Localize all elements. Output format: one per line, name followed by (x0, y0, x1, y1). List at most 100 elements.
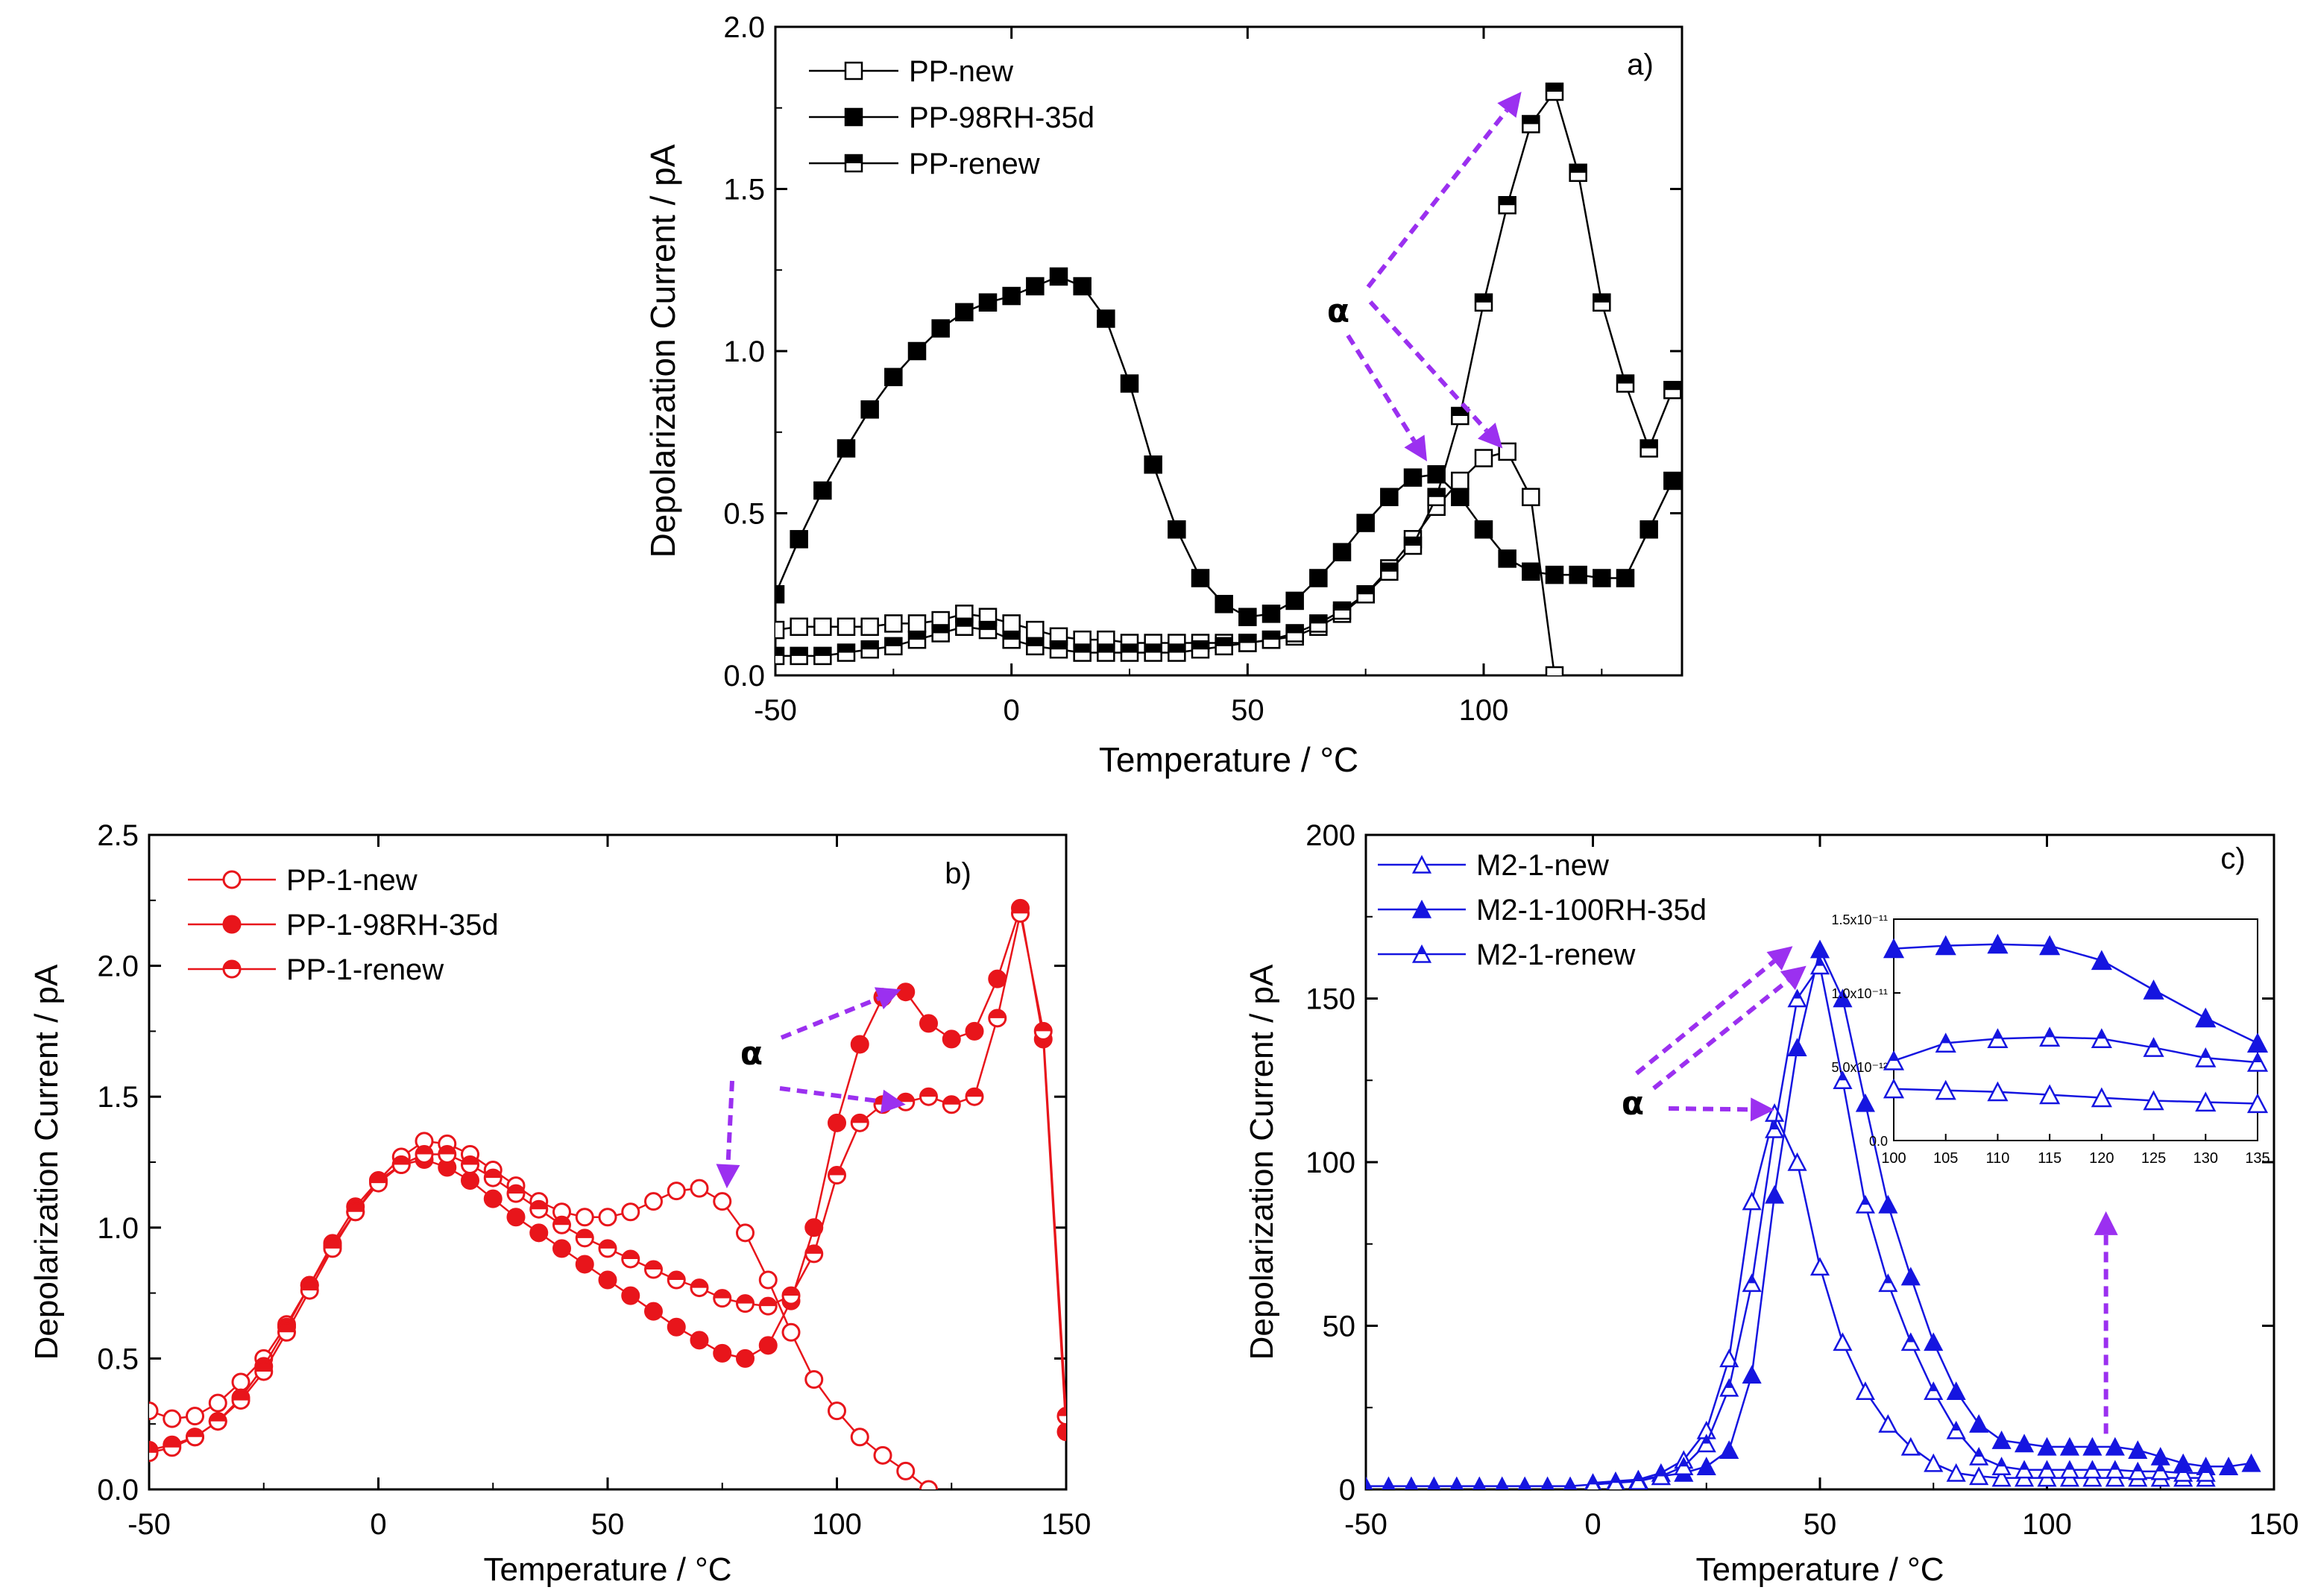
data-point-fill (1702, 1436, 1711, 1444)
legend-label: PP-1-new (286, 864, 418, 897)
data-point (1969, 1414, 1989, 1433)
data-point-fill (1634, 1473, 1642, 1482)
data-point (736, 1349, 755, 1368)
data-point (1451, 488, 1470, 506)
data-point (2082, 1436, 2102, 1456)
annotation-arrow (1346, 334, 1417, 443)
data-point-fill (1593, 294, 1610, 303)
series-line (149, 913, 1066, 1454)
data-point-fill (1883, 1275, 1892, 1284)
data-point-fill (1003, 631, 1020, 640)
data-point-fill (1428, 488, 1445, 497)
data-point-fill (1770, 1121, 1779, 1130)
y-tick-label: 100 (1305, 1146, 1355, 1179)
y-tick-label: 2.5 (97, 819, 139, 852)
x-axis-label: Temperature / °C (483, 1551, 731, 1588)
data-point (736, 1223, 755, 1243)
data-point (1809, 1257, 1830, 1276)
x-tick-label: 100 (812, 1508, 862, 1541)
annotation-arrow (725, 1080, 734, 1165)
data-point (828, 1401, 846, 1421)
data-point (713, 1192, 732, 1211)
data-point (644, 1302, 663, 1321)
y-tick-label: 0.5 (723, 498, 765, 531)
data-point (884, 368, 903, 387)
data-point-fill (1861, 1196, 1870, 1205)
y-axis-label: Depolarization Current / pA (643, 144, 682, 558)
data-point-fill (1499, 197, 1516, 206)
inset-data-point-fill (2149, 1038, 2158, 1048)
data-point (461, 1171, 479, 1190)
data-point (1742, 1365, 1762, 1384)
data-point (1474, 449, 1493, 467)
inset-data-point-fill (2045, 1029, 2055, 1038)
data-point (1900, 1436, 1921, 1456)
annotation-arrow (780, 996, 881, 1040)
data-point (1639, 520, 1658, 539)
data-point-fill (622, 1250, 639, 1259)
data-point (1366, 1476, 1373, 1489)
data-point (1472, 1476, 1487, 1489)
inset-arrow-head (2094, 1211, 2118, 1235)
series-PP-1-98RH-35d (149, 898, 1066, 1460)
data-point (1900, 1267, 1921, 1286)
data-point-fill (790, 647, 807, 656)
annotation-arrow-head (874, 987, 901, 1010)
data-point-fill (393, 1156, 410, 1165)
y-tick-label: 1.5 (723, 174, 765, 206)
data-point (1809, 939, 1830, 959)
data-point (483, 1189, 503, 1208)
data-point-fill (760, 1298, 777, 1307)
data-point (667, 1182, 686, 1201)
data-point (1855, 1381, 1875, 1400)
data-point-fill (1051, 641, 1067, 650)
data-point (1855, 1093, 1875, 1112)
inset-data-point (2039, 1084, 2061, 1105)
data-point-fill (1239, 634, 1256, 643)
data-point-fill (416, 1146, 432, 1155)
data-point-fill (1546, 83, 1563, 92)
data-point-fill (1097, 644, 1115, 653)
data-point-fill (1381, 563, 1398, 572)
data-point-fill (805, 1245, 822, 1254)
inset-data-point (2091, 950, 2112, 971)
data-point (850, 1035, 869, 1054)
x-tick-label: 0 (370, 1508, 386, 1541)
data-point (1097, 309, 1115, 328)
data-point-fill (645, 1261, 662, 1269)
data-point (1719, 1440, 1739, 1460)
data-point (850, 1428, 869, 1447)
data-point-fill (1664, 382, 1681, 391)
inset-x-tick-label: 130 (2193, 1150, 2218, 1167)
inset-x-tick-label: 120 (2089, 1150, 2114, 1167)
legend-marker (222, 915, 242, 934)
data-point (1969, 1446, 1989, 1466)
panel-label: c) (2220, 842, 2245, 875)
data-point (1285, 591, 1304, 611)
data-point-fill (691, 1279, 708, 1288)
data-point-fill (1657, 1468, 1666, 1477)
data-point (965, 1021, 984, 1041)
data-point-fill (1617, 375, 1634, 384)
series-M2-1-100RH-35d (1366, 939, 2261, 1489)
data-point-fill (2133, 1463, 2142, 1472)
data-point-fill (255, 1363, 272, 1372)
y-tick-label: 1.0 (723, 335, 765, 368)
data-point-fill (2020, 1462, 2029, 1470)
legend-entry: M2-1-new (1378, 849, 1609, 882)
data-point-fill (1058, 1407, 1066, 1416)
data-point-fill (737, 1295, 754, 1304)
data-point (919, 1014, 938, 1033)
inset-data-point (2195, 1007, 2217, 1028)
annotation-arrow-head (1750, 1097, 1775, 1122)
inset-series-M2-1-renew (1883, 1026, 2269, 1072)
data-point (1191, 569, 1210, 587)
data-point (1404, 1476, 1419, 1489)
data-point (804, 1369, 824, 1389)
legend-label: M2-1-100RH-35d (1476, 894, 1707, 927)
data-point (860, 617, 879, 636)
inset-series-M2-1-100RH-35d (1883, 933, 2269, 1053)
inset-frame (1893, 918, 2258, 1141)
data-point (955, 303, 974, 322)
